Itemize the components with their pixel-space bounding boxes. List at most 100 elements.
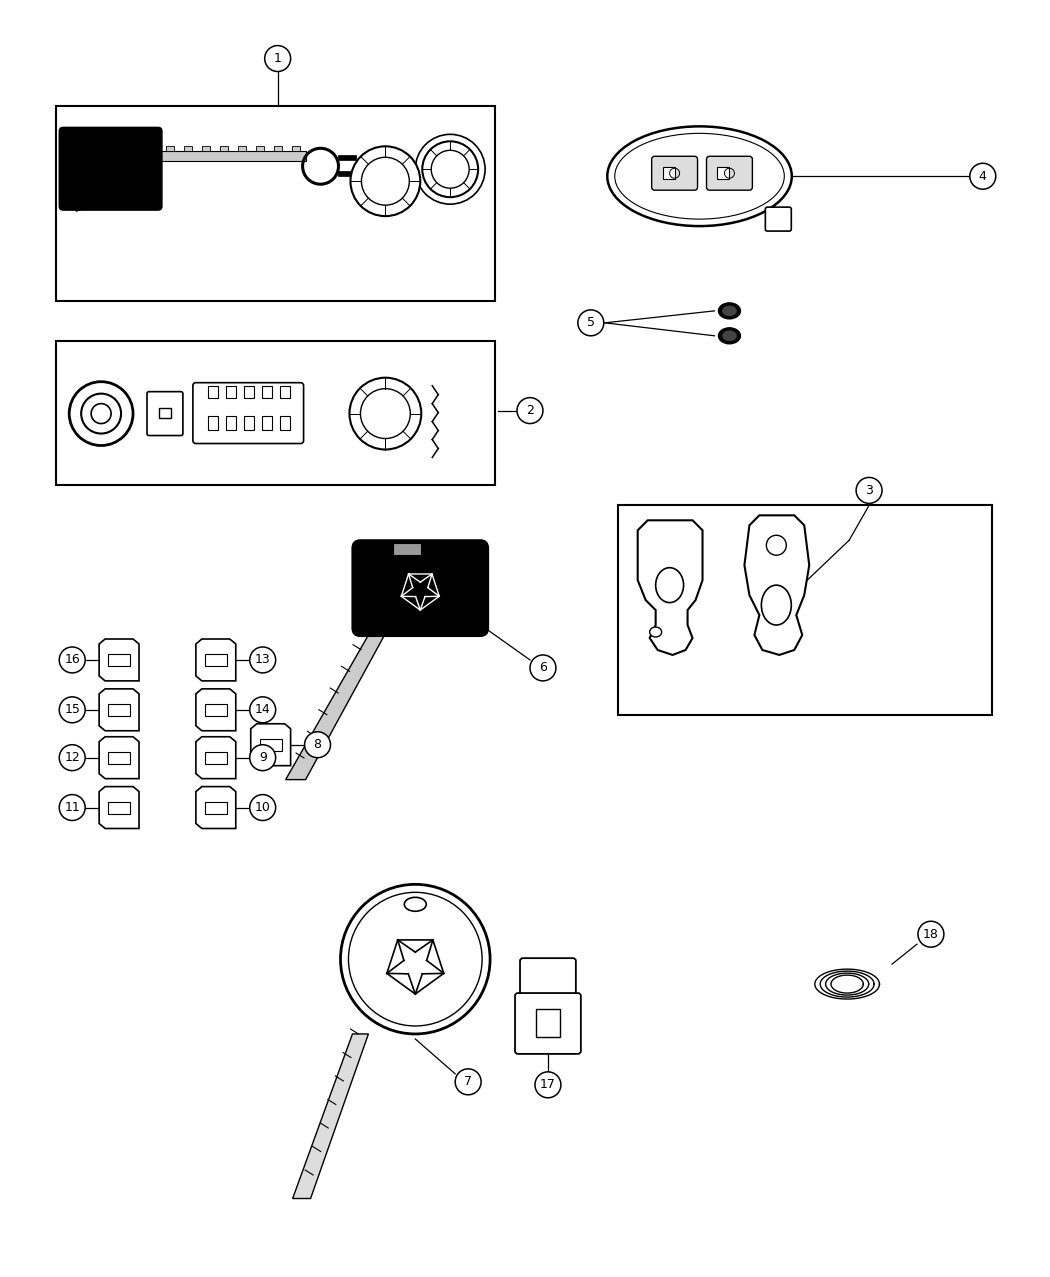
Text: 17: 17	[540, 1078, 555, 1092]
Ellipse shape	[722, 331, 736, 341]
Text: 2: 2	[526, 404, 533, 418]
Bar	[717, 167, 730, 179]
Circle shape	[59, 794, 85, 821]
Circle shape	[69, 382, 133, 446]
Bar	[292, 147, 299, 151]
Polygon shape	[99, 638, 139, 681]
Bar	[259, 738, 281, 751]
Text: 16: 16	[64, 654, 80, 667]
Circle shape	[456, 1069, 481, 1094]
Circle shape	[59, 697, 85, 723]
Polygon shape	[63, 147, 91, 211]
Bar	[205, 654, 227, 665]
FancyBboxPatch shape	[59, 128, 162, 211]
Circle shape	[766, 535, 786, 555]
Text: 12: 12	[64, 751, 80, 764]
Polygon shape	[99, 688, 139, 730]
Circle shape	[304, 732, 331, 757]
FancyBboxPatch shape	[520, 958, 575, 999]
Circle shape	[340, 885, 490, 1034]
Circle shape	[360, 388, 411, 438]
Bar	[237, 147, 246, 151]
Circle shape	[530, 655, 555, 681]
Bar	[57, 341, 496, 485]
Ellipse shape	[718, 328, 740, 344]
Ellipse shape	[404, 898, 426, 912]
Bar	[244, 415, 254, 429]
Bar	[338, 156, 356, 161]
Circle shape	[517, 397, 543, 424]
FancyBboxPatch shape	[516, 994, 581, 1054]
Bar	[108, 752, 130, 764]
Text: 10: 10	[255, 801, 271, 813]
Polygon shape	[196, 787, 236, 829]
Bar	[159, 407, 171, 418]
Circle shape	[432, 151, 469, 188]
Circle shape	[91, 404, 111, 424]
Bar	[205, 802, 227, 813]
Bar	[261, 386, 272, 397]
FancyBboxPatch shape	[353, 540, 488, 636]
Polygon shape	[637, 520, 702, 655]
Bar	[205, 704, 227, 716]
Bar	[617, 506, 992, 715]
Text: 14: 14	[255, 704, 271, 716]
Circle shape	[250, 744, 276, 770]
Text: 18: 18	[923, 927, 939, 941]
Text: 5: 5	[587, 317, 595, 329]
Circle shape	[59, 744, 85, 770]
FancyBboxPatch shape	[765, 207, 792, 231]
Polygon shape	[196, 638, 236, 681]
Bar	[184, 147, 192, 151]
Bar	[256, 147, 264, 151]
Circle shape	[856, 478, 882, 503]
Ellipse shape	[655, 568, 684, 603]
Ellipse shape	[718, 303, 740, 319]
Bar	[663, 167, 674, 179]
Polygon shape	[196, 737, 236, 779]
Ellipse shape	[614, 133, 784, 220]
Circle shape	[81, 393, 121, 434]
Bar	[394, 543, 421, 555]
Bar	[205, 752, 227, 764]
Text: 7: 7	[464, 1075, 473, 1088]
Polygon shape	[99, 737, 139, 779]
FancyBboxPatch shape	[707, 156, 753, 190]
Bar	[208, 386, 217, 397]
Bar	[338, 171, 356, 176]
Polygon shape	[99, 787, 139, 829]
Circle shape	[349, 893, 482, 1025]
Ellipse shape	[607, 126, 792, 226]
Circle shape	[534, 1071, 561, 1098]
Polygon shape	[744, 516, 810, 655]
Bar	[279, 386, 290, 397]
Text: 11: 11	[64, 801, 80, 813]
Bar	[219, 147, 228, 151]
Bar	[226, 415, 236, 429]
Text: 8: 8	[314, 738, 321, 751]
Bar	[108, 654, 130, 665]
Ellipse shape	[761, 585, 792, 624]
Circle shape	[361, 157, 410, 206]
FancyBboxPatch shape	[652, 156, 697, 190]
Circle shape	[59, 647, 85, 673]
Bar	[108, 704, 130, 716]
Bar	[244, 386, 254, 397]
Bar	[202, 147, 210, 151]
Circle shape	[250, 794, 276, 821]
Text: 15: 15	[64, 704, 80, 716]
Bar	[226, 386, 236, 397]
Circle shape	[422, 142, 478, 197]
Text: 3: 3	[865, 484, 873, 497]
Text: 9: 9	[258, 751, 267, 764]
Bar	[274, 147, 281, 151]
Polygon shape	[286, 628, 388, 780]
Circle shape	[250, 647, 276, 673]
Circle shape	[250, 697, 276, 723]
Text: 6: 6	[539, 661, 547, 674]
Text: 13: 13	[255, 654, 271, 667]
Circle shape	[918, 921, 944, 948]
FancyBboxPatch shape	[193, 383, 303, 443]
Ellipse shape	[650, 627, 662, 637]
FancyBboxPatch shape	[147, 392, 183, 435]
